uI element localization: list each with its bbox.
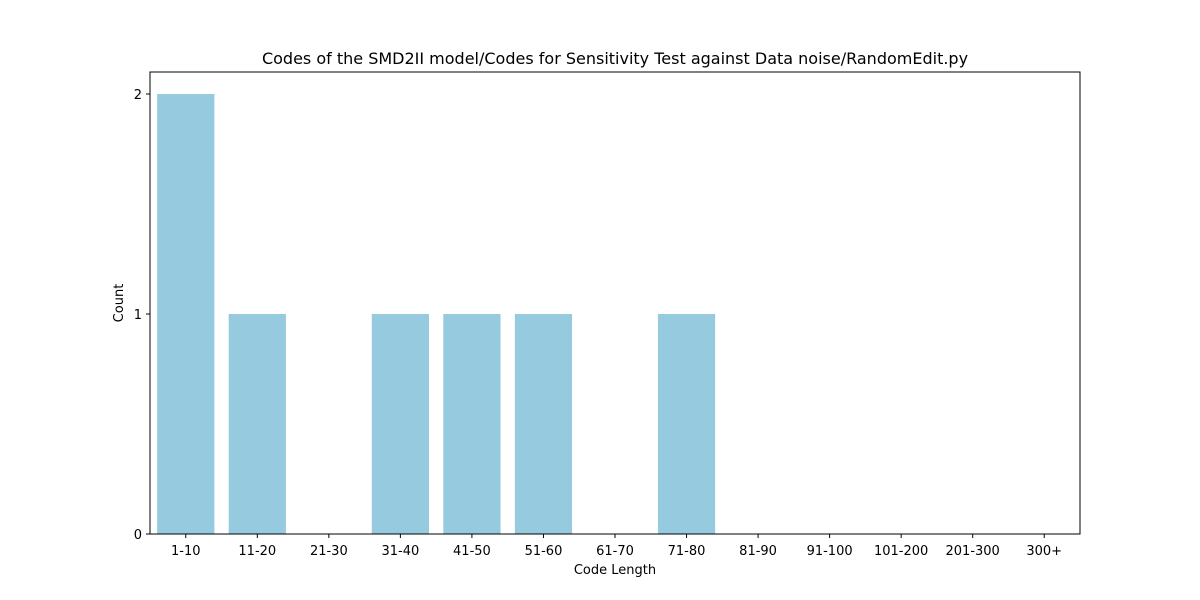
x-tick-label: 1-10 bbox=[171, 544, 201, 559]
x-axis-label: Code Length bbox=[574, 563, 656, 578]
x-tick-label: 11-20 bbox=[238, 544, 276, 559]
bar-31-40 bbox=[371, 314, 429, 534]
x-tick-label: 91-100 bbox=[807, 544, 853, 559]
x-tick-label: 300+ bbox=[1026, 544, 1062, 559]
x-tick-label: 81-90 bbox=[739, 544, 777, 559]
x-tick-label: 41-50 bbox=[453, 544, 491, 559]
y-tick-label: 1 bbox=[134, 308, 142, 323]
y-axis-label: Count bbox=[112, 284, 127, 323]
bar-41-50 bbox=[443, 314, 501, 534]
y-ticks-group: 0 1 2 bbox=[134, 88, 150, 543]
bar-11-20 bbox=[228, 314, 286, 534]
bar-71-80 bbox=[657, 314, 716, 534]
x-ticks-group: 1-10 11-20 21-30 31-40 41-50 51-60 61-70 71-80 8… bbox=[171, 534, 1062, 559]
x-tick-label: 71-80 bbox=[668, 544, 706, 559]
x-tick-label: 51-60 bbox=[525, 544, 563, 559]
y-tick-label: 2 bbox=[134, 88, 142, 103]
x-tick-label: 31-40 bbox=[381, 544, 419, 559]
bar-1-10 bbox=[157, 94, 215, 534]
bars-group bbox=[157, 94, 716, 534]
x-tick-label: 61-70 bbox=[596, 544, 634, 559]
x-tick-label: 201-300 bbox=[946, 544, 1000, 559]
plot-frame bbox=[149, 71, 1081, 535]
y-tick-label: 0 bbox=[134, 528, 142, 543]
x-tick-label: 21-30 bbox=[310, 544, 348, 559]
bar-51-60 bbox=[514, 314, 573, 534]
x-tick-label: 101-200 bbox=[874, 544, 928, 559]
chart-title: Codes of the SMD2II model/Codes for Sens… bbox=[262, 49, 968, 68]
